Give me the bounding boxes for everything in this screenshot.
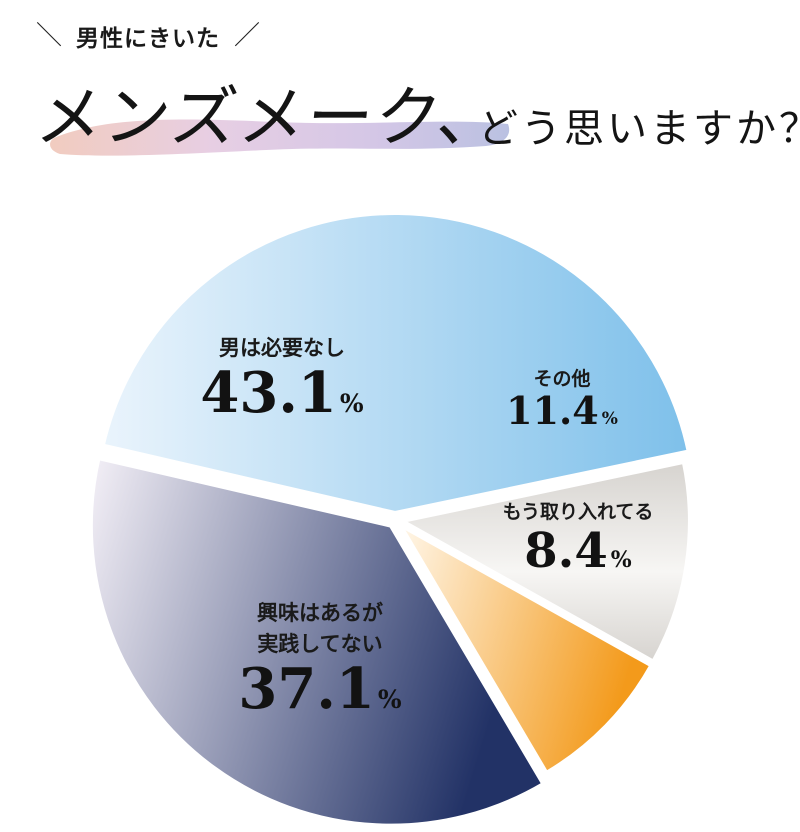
slice-value-3: 8.4% <box>524 523 632 579</box>
subtitle: ＼ 男性にきいた ／ <box>36 16 260 56</box>
slice-value-1: 43.1% <box>200 360 363 426</box>
brush-stroke-icon <box>50 119 510 156</box>
title-suffix-text: どう思いますか？ <box>478 106 800 152</box>
chart-title: メンズメーク、 どう思いますか？ <box>30 56 800 166</box>
pie-slice-4 <box>88 456 546 828</box>
slice-label-4-line-1: 興味はあるが <box>257 601 383 625</box>
slash-left-icon: ＼ <box>36 21 63 51</box>
slash-right-icon: ／ <box>234 21 261 51</box>
pie-slice-3 <box>398 522 654 775</box>
slice-label-2: その他 <box>533 367 590 390</box>
slice-value-4: 37.1% <box>238 656 401 722</box>
pie-slice-1 <box>100 211 691 516</box>
slice-value-2: 11.4% <box>506 388 618 433</box>
pie-slice-2 <box>399 459 692 664</box>
slice-label-1: 男は必要なし <box>219 336 345 360</box>
slice-label-4-line-2: 実践してない <box>257 632 382 656</box>
slice-label-3: もう取り入れてる <box>503 501 654 523</box>
subtitle-text: 男性にきいた <box>76 26 221 52</box>
